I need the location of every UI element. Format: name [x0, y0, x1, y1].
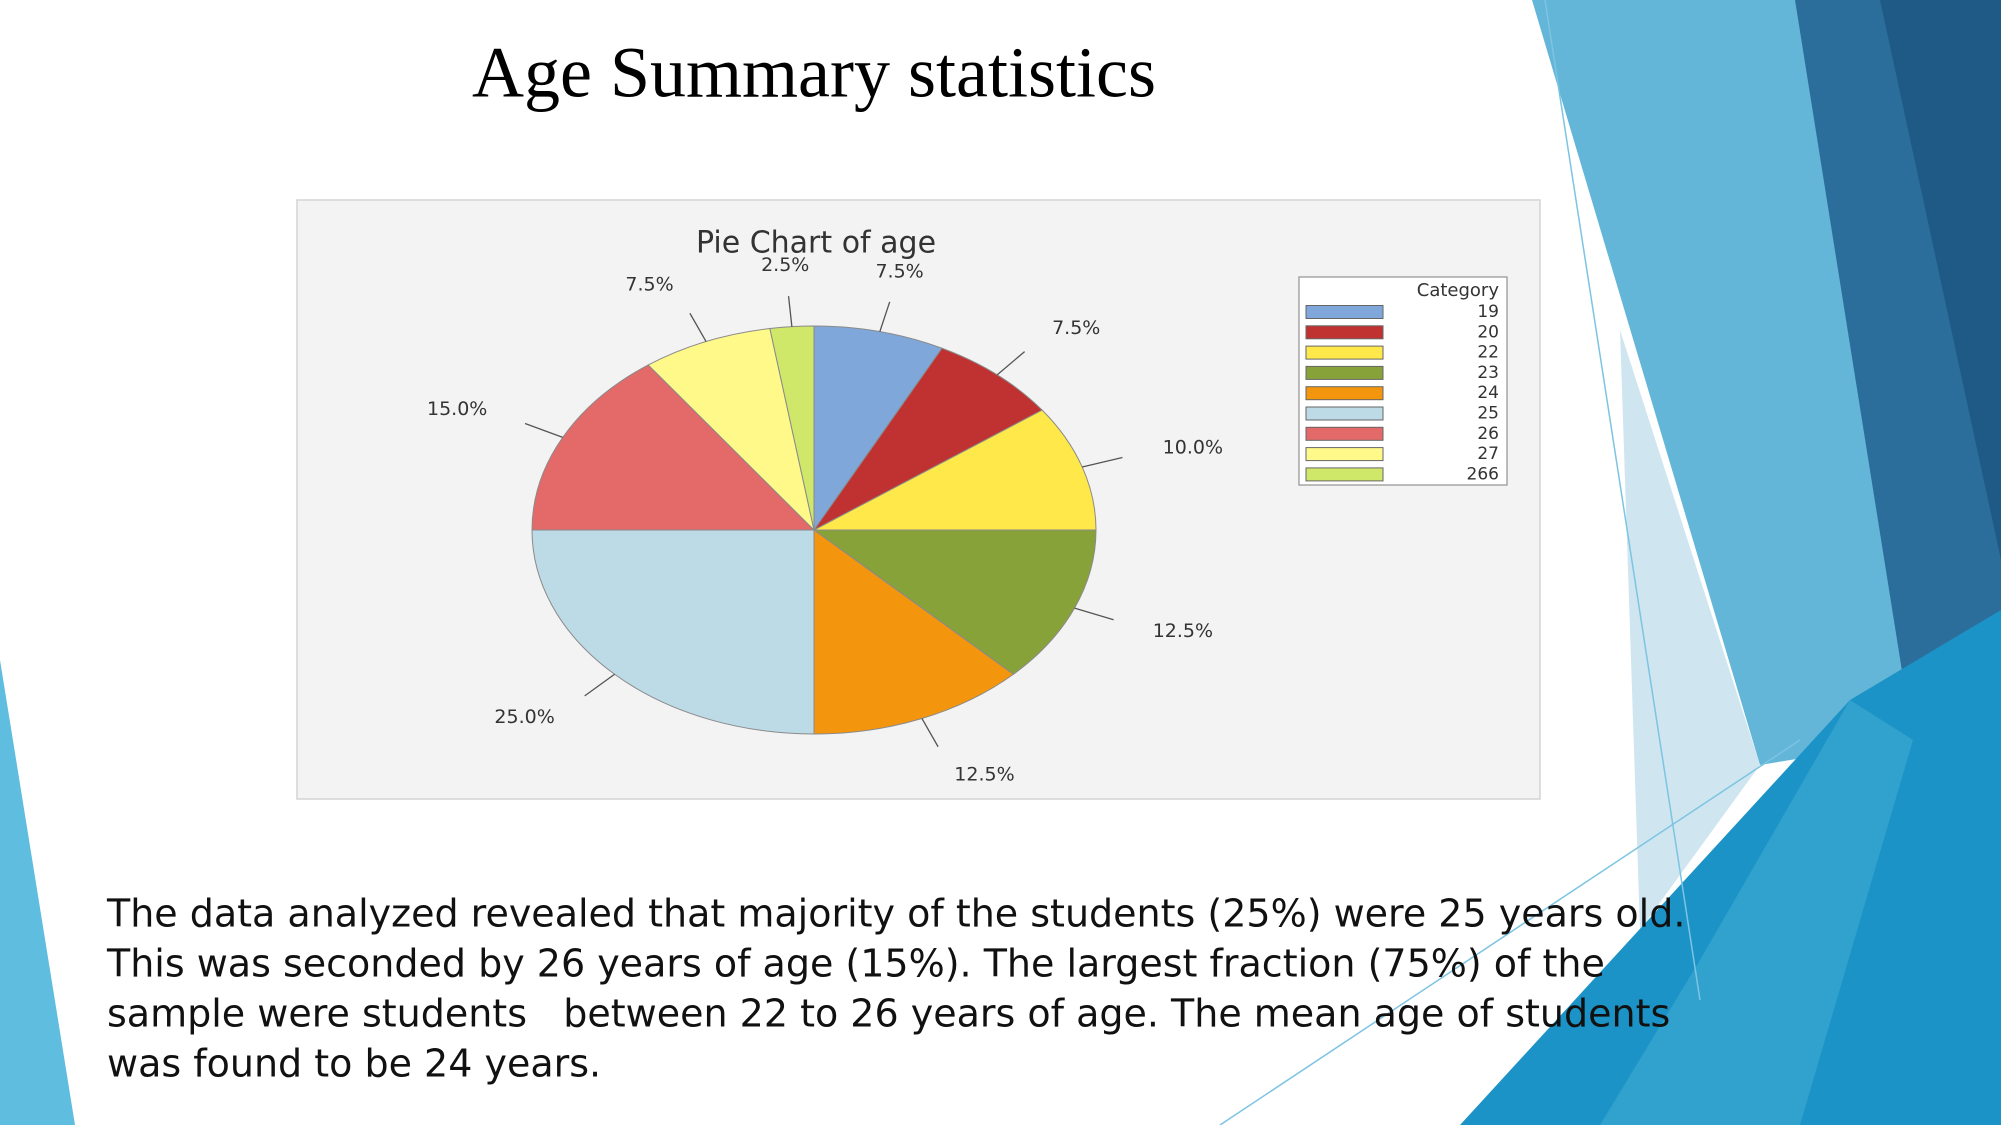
- legend-swatch: [1305, 467, 1384, 482]
- legend-swatch: [1305, 305, 1384, 319]
- legend-label: 23: [1477, 363, 1499, 383]
- legend-swatch: [1305, 365, 1384, 380]
- data-label: 12.5%: [954, 764, 1014, 786]
- pie-slice: [813, 529, 1015, 735]
- legend-label: 26: [1477, 424, 1499, 444]
- data-label: 7.5%: [625, 273, 673, 295]
- data-label: 7.5%: [1052, 317, 1100, 339]
- pie-slice: [531, 364, 816, 531]
- legend-swatch: [1305, 386, 1384, 401]
- pie: 7.5% 7.5% 10.0% 12.5% 12.5% 25.0% 15.0% 7.5% 2.5…: [427, 254, 1508, 786]
- legend-label: 22: [1477, 343, 1499, 363]
- legend-label: 25: [1477, 404, 1499, 424]
- data-label: 2.5%: [761, 254, 809, 276]
- legend-swatch: [1305, 325, 1384, 340]
- legend-label: 266: [1467, 464, 1499, 484]
- data-label: 12.5%: [1153, 620, 1213, 642]
- legend-label: 27: [1477, 444, 1499, 464]
- pie-slice: [813, 409, 1097, 531]
- legend-title: Category: [1417, 280, 1500, 301]
- pie-slice: [813, 325, 943, 532]
- body-line: This was seconded by 26 years of age (15…: [106, 942, 1605, 986]
- pie-slice: [647, 327, 815, 532]
- body-text: The data analyzed revealed that majority…: [106, 892, 1685, 1086]
- legend-label: 24: [1477, 383, 1499, 403]
- leader-line: [787, 296, 793, 327]
- leader-line: [524, 422, 563, 438]
- legend-label: 19: [1477, 302, 1499, 322]
- legend-swatch: [1305, 426, 1384, 441]
- data-label: 10.0%: [1163, 437, 1223, 459]
- leader-line: [1074, 607, 1114, 621]
- data-label: 7.5%: [875, 261, 923, 283]
- leader-line: [584, 673, 615, 697]
- legend-swatch: [1305, 345, 1384, 360]
- leader-line: [921, 718, 939, 748]
- leader-line: [879, 301, 891, 332]
- body-line: sample were students between 22 to 26 ye…: [107, 992, 1670, 1036]
- data-label: 25.0%: [494, 706, 554, 728]
- slide-title: Age Summary statistics: [472, 33, 1156, 113]
- leader-line: [689, 312, 707, 342]
- pie-slice: [769, 325, 815, 531]
- pie-slice: [813, 347, 1043, 531]
- data-label: 15.0%: [427, 398, 487, 420]
- legend-swatch: [1305, 447, 1384, 462]
- chart-title: Pie Chart of age: [696, 226, 936, 261]
- pie-slice: [812, 529, 1097, 675]
- leader-line: [996, 351, 1026, 376]
- body-line: was found to be 24 years.: [107, 1042, 601, 1086]
- body-line: The data analyzed revealed that majority…: [106, 892, 1685, 936]
- legend-label: 20: [1477, 322, 1499, 342]
- legend-swatch: [1305, 406, 1384, 421]
- leader-line: [1082, 456, 1123, 468]
